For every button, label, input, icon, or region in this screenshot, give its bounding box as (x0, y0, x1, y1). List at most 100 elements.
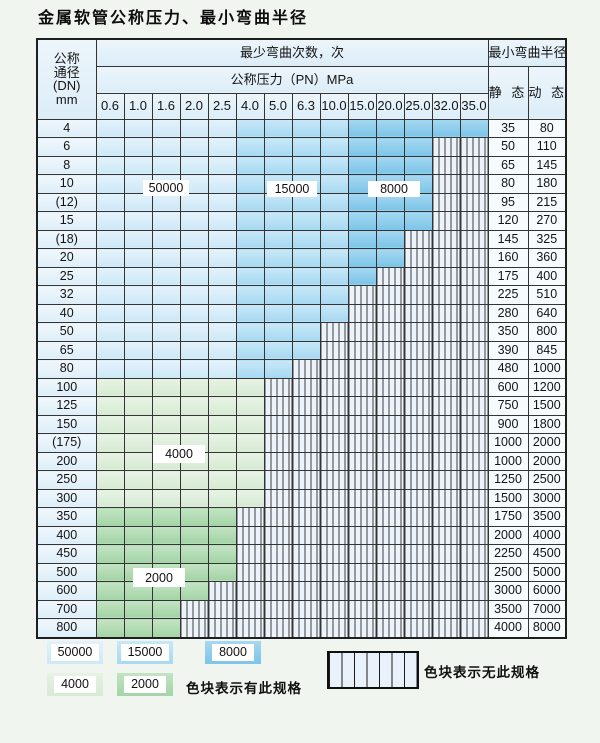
table-row-dn-40: 40 280 640 (36, 303, 567, 323)
spec-cell-15000-cycles (263, 211, 293, 231)
spec-cell-4000-cycles (207, 470, 237, 490)
table-row-dn-100: 100 600 1200 (36, 377, 567, 397)
pn-column-header: 2.5 (207, 92, 237, 120)
no-spec-cell (403, 618, 433, 639)
no-spec-cell (347, 359, 377, 379)
spec-cell-15000-cycles (263, 340, 293, 360)
dn-cell: 100 (36, 377, 97, 397)
no-spec-cell (291, 581, 321, 601)
spec-cell-2000-cycles (151, 581, 181, 601)
spec-cell-50000-cycles (123, 322, 153, 342)
dynamic-radius-cell: 8000 (527, 618, 567, 639)
no-spec-cell (375, 377, 405, 397)
spec-cell-50000-cycles (95, 266, 125, 286)
spec-cell-15000-cycles (235, 359, 265, 379)
spec-cell-15000-cycles (291, 340, 321, 360)
spec-cell-15000-cycles (319, 155, 349, 175)
no-spec-cell (319, 525, 349, 545)
no-spec-cell (319, 562, 349, 582)
no-spec-cell (459, 174, 489, 194)
no-spec-cell (459, 137, 489, 157)
no-spec-cell (459, 377, 489, 397)
spec-cell-15000-cycles (263, 118, 293, 138)
static-radius-cell: 2500 (487, 562, 529, 582)
spec-cell-4000-cycles (123, 396, 153, 416)
table-row-dn-15: 15 120 270 (36, 211, 567, 231)
spec-cell-15000-cycles (319, 211, 349, 231)
no-spec-cell (459, 396, 489, 416)
spec-cell-8000-cycles (375, 137, 405, 157)
table-row-dn-4: 4 35 80 (36, 118, 567, 138)
legend-swatch-15000: 15000 (117, 641, 173, 664)
dynamic-radius-cell: 400 (527, 266, 567, 286)
no-spec-cell (375, 322, 405, 342)
spec-cell-50000-cycles (123, 118, 153, 138)
spec-cell-4000-cycles (95, 488, 125, 508)
dn-cell: 65 (36, 340, 97, 360)
dn-cell: 15 (36, 211, 97, 231)
dn-cell: (18) (36, 229, 97, 249)
spec-cell-2000-cycles (179, 544, 209, 564)
dynamic-radius-cell: 180 (527, 174, 567, 194)
spec-cell-15000-cycles (263, 155, 293, 175)
no-spec-cell (319, 451, 349, 471)
spec-cell-8000-cycles (347, 174, 377, 194)
static-radius-cell: 3000 (487, 581, 529, 601)
spec-cell-2000-cycles (123, 562, 153, 582)
pn-column-header: 32.0 (431, 92, 461, 120)
no-spec-cell (459, 229, 489, 249)
no-spec-cell (459, 488, 489, 508)
no-spec-cell (431, 507, 461, 527)
spec-cell-4000-cycles (151, 396, 181, 416)
no-spec-cell (263, 451, 293, 471)
no-spec-cell (235, 525, 265, 545)
pn-column-header: 25.0 (403, 92, 433, 120)
no-spec-cell (431, 451, 461, 471)
pn-column-header: 1.0 (123, 92, 153, 120)
no-spec-cell (375, 525, 405, 545)
no-spec-cell (319, 396, 349, 416)
dynamic-radius-cell: 1200 (527, 377, 567, 397)
static-radius-cell: 390 (487, 340, 529, 360)
spec-cell-15000-cycles (291, 174, 321, 194)
spec-cell-15000-cycles (319, 266, 349, 286)
spec-cell-50000-cycles (123, 174, 153, 194)
pn-column-header: 4.0 (235, 92, 265, 120)
no-spec-cell (347, 322, 377, 342)
no-spec-cell (403, 248, 433, 268)
spec-cell-8000-cycles (375, 229, 405, 249)
spec-cell-8000-cycles (375, 248, 405, 268)
static-radius-cell: 80 (487, 174, 529, 194)
static-radius-cell: 1000 (487, 451, 529, 471)
spec-cell-50000-cycles (151, 174, 181, 194)
static-radius-cell: 95 (487, 192, 529, 212)
no-spec-cell (179, 599, 209, 619)
spec-cell-8000-cycles (375, 192, 405, 212)
static-radius-cell: 1500 (487, 488, 529, 508)
bend-times-header: 最少弯曲次数，次 (95, 38, 489, 67)
no-spec-cell (347, 525, 377, 545)
spec-cell-15000-cycles (319, 192, 349, 212)
no-spec-cell (459, 322, 489, 342)
no-spec-cell (403, 544, 433, 564)
no-spec-cell (375, 340, 405, 360)
no-spec-cell (319, 488, 349, 508)
spec-cell-4000-cycles (207, 433, 237, 453)
no-spec-cell (263, 377, 293, 397)
no-spec-cell (347, 433, 377, 453)
static-radius-cell: 160 (487, 248, 529, 268)
no-spec-cell (263, 470, 293, 490)
spec-cell-8000-cycles (347, 229, 377, 249)
spec-cell-50000-cycles (95, 174, 125, 194)
spec-cell-4000-cycles (151, 451, 181, 471)
spec-cell-50000-cycles (123, 137, 153, 157)
no-spec-cell (459, 155, 489, 175)
no-spec-cell (403, 414, 433, 434)
spec-cell-15000-cycles (319, 174, 349, 194)
legend-swatch-50000: 50000 (47, 641, 103, 664)
spec-cell-50000-cycles (179, 174, 209, 194)
spec-cell-50000-cycles (151, 137, 181, 157)
spec-cell-15000-cycles (263, 192, 293, 212)
spec-table-body: 4 35 80 6 50 110 8 65 145 10 80 180 (12) 95 215 15 120 27… (36, 118, 567, 639)
